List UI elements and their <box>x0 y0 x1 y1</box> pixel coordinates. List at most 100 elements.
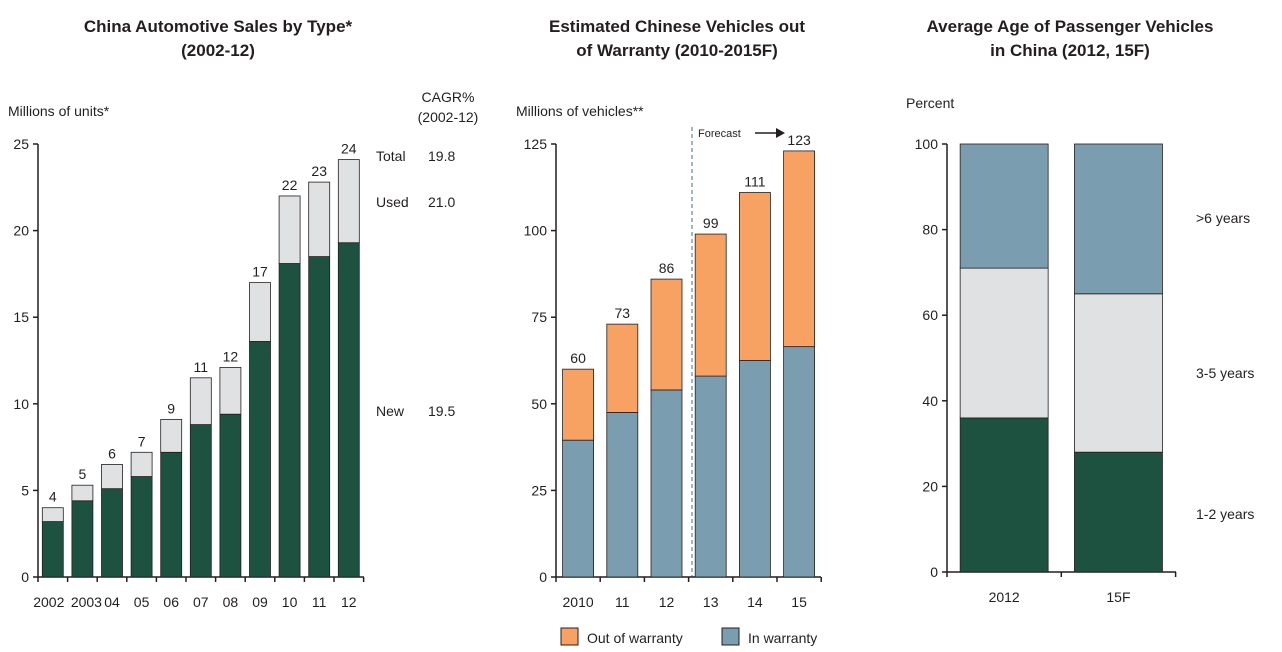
bar-new-07 <box>189 424 212 578</box>
chart2-ylabel: Millions of vehicles** <box>516 103 644 119</box>
y-tick-label: 100 <box>524 223 548 239</box>
x-category-label: 13 <box>703 594 719 610</box>
bar-3-5-years-15F <box>1074 293 1163 453</box>
total-value-label: 12 <box>223 348 239 364</box>
total-value-label: 123 <box>787 132 811 148</box>
total-value-label: 60 <box>570 350 586 366</box>
y-tick-label: 80 <box>922 222 938 238</box>
bar-used-11 <box>308 181 331 257</box>
total-value-label: 17 <box>252 264 268 280</box>
y-tick-label: 15 <box>13 309 29 325</box>
chart1-cagr-value-new: 19.5 <box>428 403 455 419</box>
bar-new-2002 <box>41 521 64 578</box>
chart1-plot: 0510152025420025200360470590611071208170… <box>13 136 365 610</box>
total-value-label: 73 <box>615 305 631 321</box>
y-tick-label: 20 <box>13 223 29 239</box>
y-tick-label: 60 <box>922 307 938 323</box>
bar-used-10 <box>278 195 301 264</box>
bar-new-05 <box>130 476 153 578</box>
total-value-label: 4 <box>49 489 57 505</box>
bar-out-of-warranty-11 <box>606 323 639 413</box>
chart2-title-line2: of Warranty (2010-2015F) <box>576 41 778 60</box>
bar-used-04 <box>101 464 123 490</box>
total-value-label: 5 <box>79 466 87 482</box>
chart2-title-line1: Estimated Chinese Vehicles out <box>549 17 805 36</box>
bar-used-09 <box>249 282 271 342</box>
x-category-label: 11 <box>615 594 630 610</box>
bar-new-04 <box>101 488 123 578</box>
bar-in-warranty-12 <box>650 389 683 578</box>
chart3-series-label-6plus: >6 years <box>1196 210 1250 226</box>
bar-3-5-years-2012 <box>959 267 1049 419</box>
bar-in-warranty-11 <box>606 412 639 578</box>
bar-out-of-warranty-15 <box>783 150 815 348</box>
bar-used-08 <box>219 367 242 415</box>
total-value-label: 9 <box>167 400 175 416</box>
bar-1-2-years-15F <box>1074 451 1163 573</box>
x-category-label: 07 <box>193 594 209 610</box>
chart3-title-line2: in China (2012, 15F) <box>990 41 1150 60</box>
bar-new-06 <box>160 451 183 578</box>
y-tick-label: 0 <box>930 564 938 580</box>
chart1-title-line2: (2002-12) <box>181 41 255 60</box>
y-tick-label: 125 <box>524 136 548 152</box>
chart3-plot: 0 20 40 60 80 100 2012 15F <box>915 136 1177 605</box>
x-category-label: 12 <box>659 594 675 610</box>
total-value-label: 22 <box>282 177 298 193</box>
x-category-label: 12 <box>341 594 357 610</box>
chart3-ylabel: Percent <box>906 95 954 111</box>
y-tick-label: 25 <box>13 136 29 152</box>
chart1-cagr-header-line2: (2002-12) <box>418 109 479 125</box>
legend-label-out-of-warranty: Out of warranty <box>587 630 683 646</box>
chart1-title-line1: China Automotive Sales by Type* <box>84 17 353 36</box>
y-tick-label: 40 <box>922 393 938 409</box>
chart1-cagr-value-total: 19.8 <box>428 148 455 164</box>
x-category-label: 10 <box>282 594 298 610</box>
chart-out-of-warranty: Estimated Chinese Vehicles out of Warran… <box>516 17 822 646</box>
chart1-cagr-label-total: Total <box>376 148 406 164</box>
x-category-label: 2010 <box>563 594 594 610</box>
y-tick-label: 0 <box>21 569 29 585</box>
chart1-cagr-value-used: 21.0 <box>428 194 455 210</box>
bar-new-12 <box>337 242 360 578</box>
y-tick-label: 75 <box>531 309 547 325</box>
bar--6-years-2012 <box>959 143 1049 269</box>
chart-sales-by-type: China Automotive Sales by Type* (2002-12… <box>8 17 478 610</box>
bar--6-years-15F <box>1074 143 1163 295</box>
legend-swatch-out-of-warranty <box>560 627 579 646</box>
total-value-label: 6 <box>108 445 116 461</box>
x-category-label: 11 <box>312 594 327 610</box>
bar-new-11 <box>308 256 331 578</box>
legend-swatch-in-warranty <box>721 627 740 646</box>
x-category-label: 06 <box>163 594 179 610</box>
chart2-forecast-label: Forecast <box>698 128 741 140</box>
y-tick-label: 50 <box>531 396 547 412</box>
bar-out-of-warranty-13 <box>694 233 727 377</box>
chart1-cagr-label-new: New <box>376 403 405 419</box>
y-tick-label: 20 <box>922 478 938 494</box>
chart2-legend: Out of warranty In warranty <box>560 627 817 646</box>
x-category-label: 14 <box>747 594 763 610</box>
x-category-label: 08 <box>223 594 239 610</box>
bar-out-of-warranty-12 <box>650 278 683 391</box>
bar-used-06 <box>160 418 183 453</box>
y-tick-label: 100 <box>915 136 939 152</box>
total-value-label: 111 <box>744 173 765 189</box>
x-category-label: 04 <box>104 594 120 610</box>
bar-in-warranty-14 <box>739 360 771 578</box>
x-category-label: 05 <box>134 594 150 610</box>
bar-new-10 <box>278 263 301 578</box>
total-value-label: 7 <box>138 433 146 449</box>
total-value-label: 11 <box>194 359 209 375</box>
bar-new-09 <box>249 341 271 578</box>
x-category-label: 2012 <box>989 589 1020 605</box>
x-category-label: 15F <box>1106 589 1130 605</box>
total-value-label: 86 <box>659 260 675 276</box>
bar-1-2-years-2012 <box>959 417 1049 573</box>
x-category-label: 2003 <box>71 594 102 610</box>
y-tick-label: 10 <box>13 396 29 412</box>
chart1-cagr-label-used: Used <box>376 194 409 210</box>
x-category-label: 15 <box>791 594 807 610</box>
bar-new-08 <box>219 413 242 578</box>
bar-used-05 <box>130 451 153 477</box>
